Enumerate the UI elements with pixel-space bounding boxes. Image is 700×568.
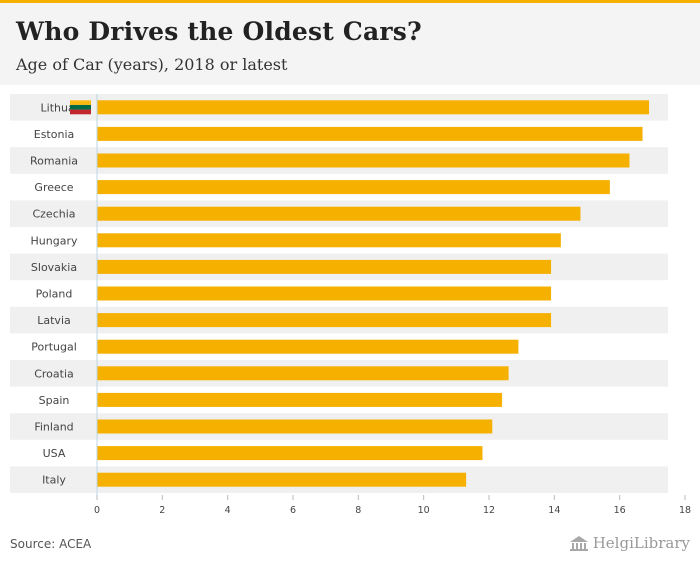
library-building-icon [569,536,588,551]
data-bar [97,446,483,461]
x-tick-label: 10 [418,505,430,516]
lithuania-flag-icon [70,100,91,105]
data-bar [97,313,552,328]
category-label: Italy [42,474,66,487]
data-bar [97,339,519,354]
category-label: Hungary [31,234,78,247]
category-label: Romania [30,155,78,168]
x-tick-label: 12 [483,505,495,516]
data-bar [97,126,643,141]
data-bar [97,259,552,274]
data-bar [97,206,581,221]
brand-logo: HelgiLibrary [569,534,690,552]
chart-title: Who Drives the Oldest Cars? [16,17,422,46]
data-bar [97,419,493,434]
category-label: Slovakia [31,261,77,274]
chart-subtitle: Age of Car (years), 2018 or latest [16,55,288,74]
data-bar [97,366,509,381]
chart-header: Who Drives the Oldest Cars? Age of Car (… [0,3,700,85]
source-note: Source: ACEA [10,537,92,551]
category-label: Croatia [34,367,74,380]
x-tick-label: 8 [355,505,361,516]
category-label: Latvia [37,314,71,327]
category-label: Finland [34,421,73,434]
top-accent-rule [0,0,700,3]
x-tick-label: 4 [225,505,231,516]
data-bar [97,100,650,115]
data-bar [97,286,552,301]
lithuania-flag-icon [70,104,91,110]
data-bar [97,180,610,195]
category-label: Czechia [32,208,75,221]
brand-name: HelgiLibrary [592,534,690,552]
data-bar [97,153,630,168]
x-tick-label: 14 [548,505,560,516]
x-tick-label: 0 [94,505,100,516]
category-label: USA [43,447,66,460]
category-label: Portugal [31,341,77,354]
category-label: Spain [39,394,70,407]
x-tick-label: 18 [679,505,691,516]
data-bar [97,392,503,407]
category-label: Greece [34,181,73,194]
lithuania-flag-icon [70,109,91,115]
category-label: Poland [36,288,73,301]
x-tick-label: 2 [159,505,165,516]
data-bar [97,233,561,248]
data-bar [97,472,467,487]
x-tick-label: 16 [614,505,626,516]
x-tick-label: 6 [290,505,296,516]
category-label: Estonia [34,128,75,141]
